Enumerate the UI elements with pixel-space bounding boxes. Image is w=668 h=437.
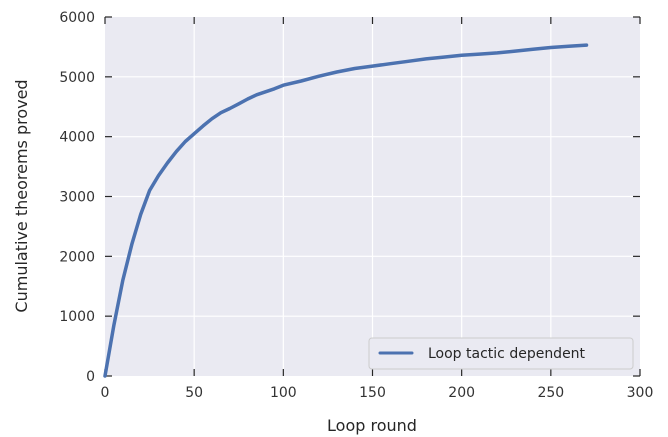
data-point [247, 99, 248, 100]
data-point [203, 125, 204, 126]
data-point [140, 214, 141, 215]
data-point [354, 68, 355, 69]
data-point [265, 91, 266, 92]
data-point [443, 57, 444, 58]
data-point [158, 175, 159, 176]
data-point [336, 72, 337, 73]
data-point [372, 66, 373, 67]
series-layer [103, 43, 589, 378]
y-tick-label: 6000 [59, 10, 95, 26]
legend: Loop tactic dependent [368, 337, 634, 370]
data-point [408, 61, 409, 62]
data-point [550, 47, 551, 48]
axis-ticks: 0 50 100 150 200 250 3000100020003000400050006… [59, 10, 653, 401]
data-point [497, 52, 498, 53]
data-point [194, 133, 195, 134]
data-point [105, 376, 106, 377]
y-tick-label: 3000 [59, 190, 95, 206]
x-tick-label: 150 [359, 385, 386, 401]
data-point [122, 280, 123, 281]
data-point [131, 244, 132, 245]
legend-label: Loop tactic dependent [428, 346, 586, 362]
y-tick-label: 5000 [59, 70, 95, 86]
data-point [185, 141, 186, 142]
x-tick-label: 300 [627, 385, 654, 401]
x-axis-label: Loop round [327, 416, 417, 435]
data-point [533, 49, 534, 50]
y-tick-label: 0 [86, 369, 95, 385]
legend-box [368, 337, 634, 370]
data-point [426, 58, 427, 59]
data-point [149, 190, 150, 191]
x-tick-label: 50 [185, 385, 203, 401]
y-tick-label: 4000 [59, 130, 95, 146]
series-line [103, 43, 589, 378]
grid [105, 17, 640, 376]
y-tick-label: 2000 [59, 249, 95, 265]
data-point [167, 163, 168, 164]
data-point [390, 63, 391, 64]
data-point [301, 81, 302, 82]
data-point [461, 55, 462, 56]
data-point [319, 76, 320, 77]
data-point [212, 118, 213, 119]
data-point [479, 54, 480, 55]
data-point [238, 103, 239, 104]
data-point [113, 325, 114, 326]
y-tick-label: 1000 [59, 309, 95, 325]
data-point [568, 46, 569, 47]
data-point [283, 85, 284, 86]
data-point [586, 45, 587, 46]
x-tick-label: 0 [101, 385, 110, 401]
x-tick-label: 200 [448, 385, 475, 401]
x-tick-label: 250 [537, 385, 564, 401]
y-axis-label: Cumulative theorems proved [12, 79, 31, 312]
data-point [515, 51, 516, 52]
x-tick-label: 100 [270, 385, 297, 401]
data-point [229, 108, 230, 109]
data-point [256, 94, 257, 95]
data-point [220, 112, 221, 113]
data-point [176, 151, 177, 152]
data-point [274, 88, 275, 89]
